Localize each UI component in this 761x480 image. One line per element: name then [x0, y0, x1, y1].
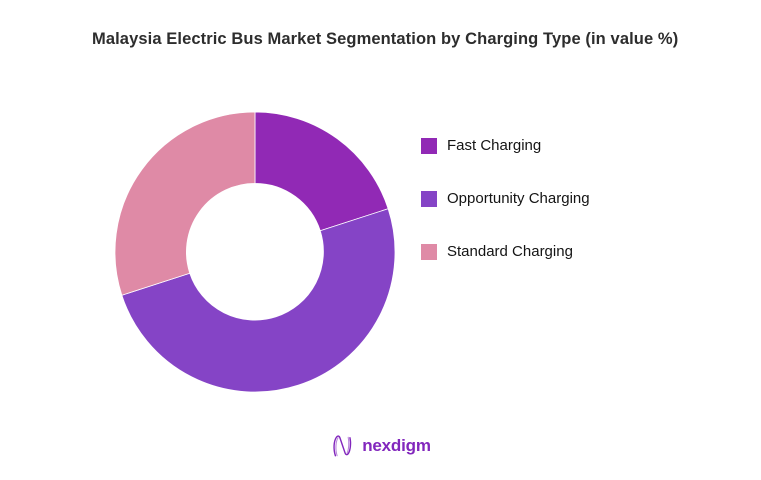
donut-segment-standard-charging — [114, 111, 256, 296]
donut-segment-opportunity-charging — [121, 208, 396, 393]
legend-item-standard-charging: Standard Charging — [421, 243, 590, 260]
chart-legend: Fast Charging Opportunity Charging Stand… — [421, 137, 590, 296]
legend-label-fast-charging: Fast Charging — [447, 137, 542, 154]
nexdigm-logo: nexdigm — [0, 432, 761, 460]
legend-swatch-fast-charging — [421, 137, 437, 154]
legend-swatch-opportunity-charging — [421, 190, 437, 207]
chart-title: Malaysia Electric Bus Market Segmentatio… — [92, 30, 679, 48]
nexdigm-logo-icon — [333, 435, 352, 457]
legend-swatch-standard-charging — [421, 243, 437, 260]
nexdigm-logo-text: nexdigm — [362, 436, 431, 455]
legend-label-standard-charging: Standard Charging — [447, 243, 573, 260]
legend-item-opportunity-charging: Opportunity Charging — [421, 190, 590, 207]
legend-label-opportunity-charging: Opportunity Charging — [447, 190, 590, 207]
donut-segment-fast-charging — [254, 111, 389, 232]
legend-item-fast-charging: Fast Charging — [421, 137, 590, 154]
